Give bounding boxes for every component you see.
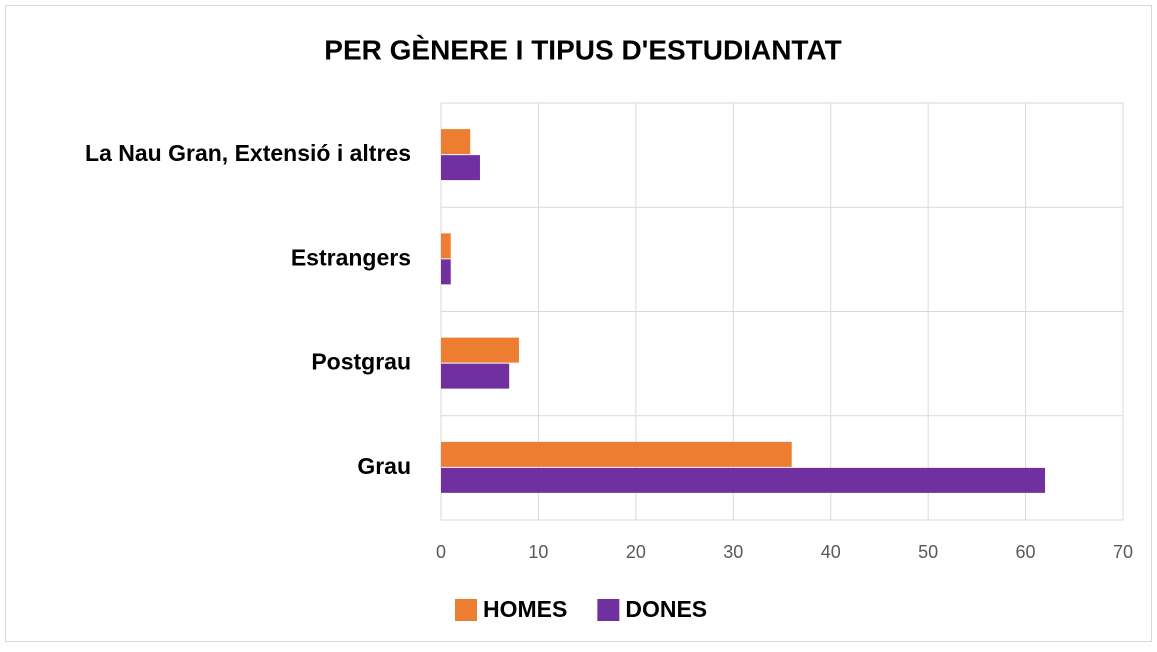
chart-title: PER GÈNERE I TIPUS D'ESTUDIANTAT <box>324 34 841 65</box>
y-tick-label: Grau <box>357 453 411 479</box>
bar <box>441 441 792 467</box>
bar <box>441 337 519 363</box>
bar <box>441 363 510 389</box>
bar <box>441 155 480 181</box>
legend-swatch <box>597 599 620 621</box>
bar <box>441 259 451 285</box>
x-tick-label: 60 <box>1016 542 1036 562</box>
legend-swatch <box>455 599 477 621</box>
x-tick-label: 0 <box>436 542 446 562</box>
x-tick-label: 40 <box>821 542 841 562</box>
bar <box>441 467 1046 493</box>
legend-label: DONES <box>625 596 707 622</box>
bar <box>441 233 451 259</box>
y-tick-label: La Nau Gran, Extensió i altres <box>85 140 411 166</box>
y-tick-label: Postgrau <box>311 349 411 375</box>
x-tick-label: 20 <box>626 542 646 562</box>
x-tick-label: 10 <box>528 542 548 562</box>
x-tick-label: 70 <box>1113 542 1133 562</box>
y-tick-label: Estrangers <box>291 244 411 270</box>
x-tick-label: 30 <box>723 542 743 562</box>
legend-label: HOMES <box>483 596 567 622</box>
chart-border <box>5 5 1152 642</box>
bar <box>441 129 471 155</box>
x-tick-label: 50 <box>918 542 938 562</box>
